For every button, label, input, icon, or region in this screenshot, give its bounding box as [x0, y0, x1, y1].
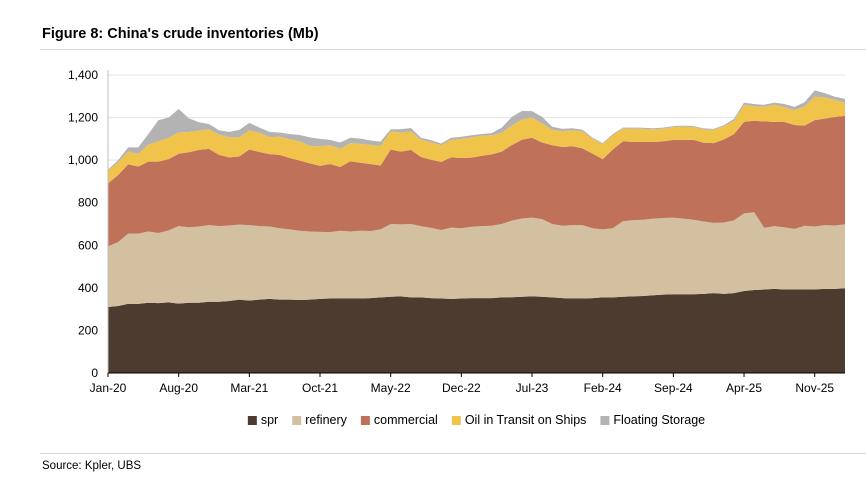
- x-tick-label: Feb-24: [584, 381, 622, 395]
- area-series: [108, 90, 845, 373]
- legend-item: refinery: [292, 413, 348, 427]
- legend-label: refinery: [305, 413, 347, 427]
- area-oil-in-transit-on-ships: [108, 96, 845, 184]
- area-refinery: [108, 212, 845, 308]
- legend-item: spr: [247, 413, 278, 427]
- legend-item: commercial: [360, 413, 438, 427]
- legend-swatch: [600, 416, 610, 425]
- x-tick-label: Aug-20: [159, 381, 198, 395]
- legend-label: spr: [261, 413, 278, 427]
- area-spr: [108, 288, 845, 373]
- area-floating-storage: [108, 90, 845, 171]
- y-tick-labels: 0 200 400 600 800 1,000 1,200 1,400: [68, 68, 98, 380]
- x-tick-labels: Jan-20 Aug-20 Mar-21 Oct-21 May-22 Dec-22 Jul-…: [90, 373, 834, 395]
- y-tick-label: 1,400: [68, 68, 98, 82]
- x-tick-label: May-22: [371, 381, 411, 395]
- legend-item: Floating Storage: [600, 413, 705, 427]
- x-tick-label: Jan-20: [90, 381, 127, 395]
- y-tick-label: 800: [78, 196, 98, 210]
- legend-label: commercial: [374, 413, 438, 427]
- area-commercial: [108, 115, 845, 247]
- y-tick-label: 600: [78, 238, 98, 252]
- axes: [107, 70, 845, 374]
- x-tick-label: Apr-25: [726, 381, 762, 395]
- y-tick-label: 200: [78, 323, 98, 337]
- legend-item: Oil in Transit on Ships: [451, 413, 587, 427]
- legend-label: Oil in Transit on Ships: [465, 413, 587, 427]
- y-tick-label: 400: [78, 281, 98, 295]
- x-tick-label: Jul-23: [516, 381, 549, 395]
- title-divider: [40, 49, 866, 50]
- legend: spr refinery commercial Oil in Transit on S…: [247, 413, 705, 427]
- source-note: Source: Kpler, UBS: [42, 460, 142, 472]
- x-tick-label: Mar-21: [230, 381, 268, 395]
- legend-swatch: [451, 416, 461, 425]
- figure-title: Figure 8: China's crude inventories (Mb): [42, 26, 319, 42]
- legend-swatch: [360, 416, 370, 425]
- source-divider: [40, 453, 866, 454]
- x-tick-label: Nov-25: [795, 381, 834, 395]
- x-tick-label: Sep-24: [654, 381, 693, 395]
- x-tick-label: Oct-21: [302, 381, 338, 395]
- legend-swatch: [247, 416, 257, 425]
- y-tick-label: 1,200: [68, 111, 98, 125]
- x-tick-label: Dec-22: [442, 381, 481, 395]
- y-tick-label: 1,000: [68, 153, 98, 167]
- y-tick-label: 0: [91, 366, 98, 380]
- legend-swatch: [292, 416, 302, 425]
- legend-label: Floating Storage: [613, 413, 705, 427]
